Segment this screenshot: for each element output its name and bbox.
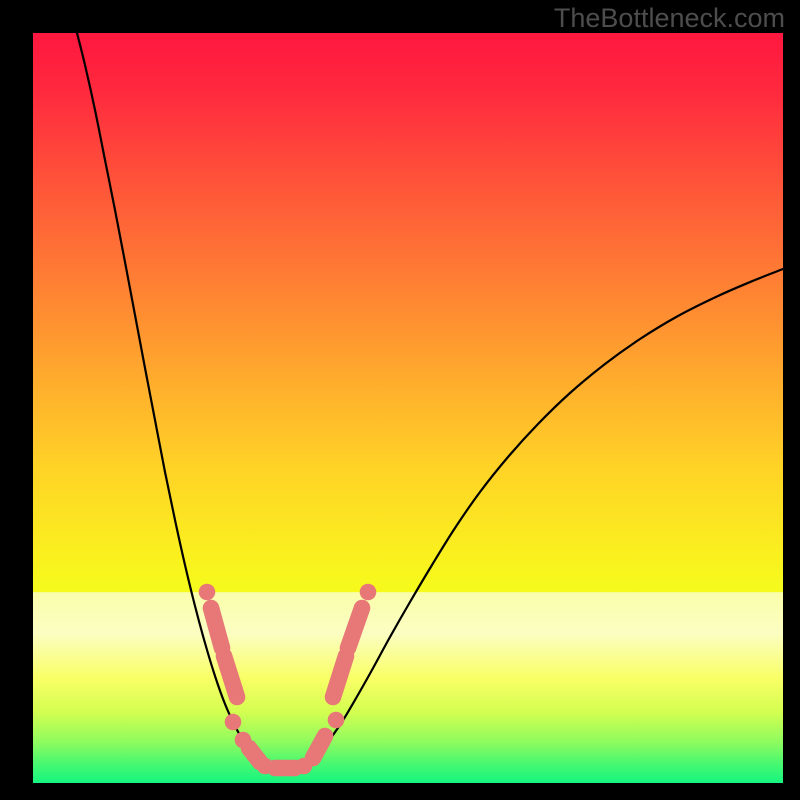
bottleneck-chart	[0, 0, 800, 800]
watermark-text: TheBottleneck.com	[554, 3, 785, 34]
gradient-plot-area	[33, 33, 783, 783]
